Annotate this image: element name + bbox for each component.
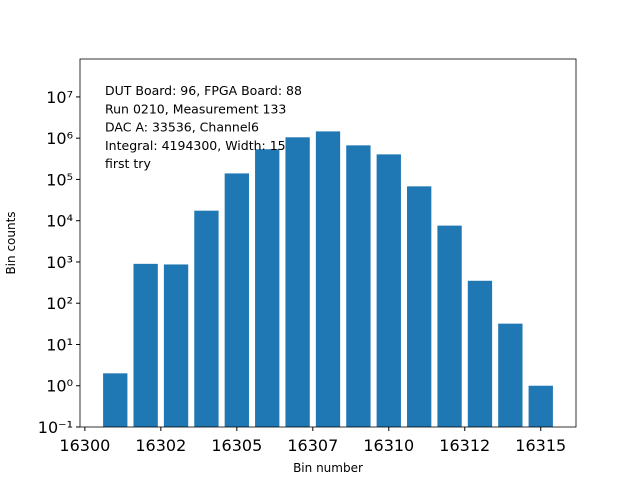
x-tick-label: 16310 (363, 436, 414, 455)
y-tick-label: 10⁻¹ (38, 418, 73, 437)
y-tick-label: 10² (46, 294, 73, 313)
annotation-line: DUT Board: 96, FPGA Board: 88 (105, 83, 302, 98)
bar (163, 264, 189, 427)
y-tick-label: 10⁴ (46, 212, 73, 231)
annotation-line: DAC A: 33536, Channel6 (105, 120, 259, 135)
bar (528, 385, 553, 427)
y-tick-label: 10³ (46, 253, 73, 272)
bar (346, 145, 371, 427)
bar (467, 280, 493, 427)
x-tick-label: 16300 (59, 436, 110, 455)
bar (285, 137, 310, 427)
bar (407, 186, 432, 427)
x-tick-label: 16307 (287, 436, 338, 455)
bar (103, 373, 128, 427)
bar (376, 154, 401, 428)
plot-frame (79, 58, 577, 428)
y-tick-label: 10⁷ (46, 88, 73, 107)
y-axis-label: Bin counts (4, 211, 18, 274)
bar (194, 210, 219, 427)
annotation-line: first try (105, 156, 151, 171)
bar (224, 173, 249, 427)
bar (133, 263, 158, 427)
x-tick-label: 16312 (439, 436, 490, 455)
bar (255, 149, 280, 428)
bar (498, 323, 523, 427)
bar (437, 225, 462, 427)
x-tick-label: 16302 (135, 436, 186, 455)
annotation-line: Integral: 4194300, Width: 15 (105, 138, 286, 153)
y-tick-label: 10¹ (46, 335, 73, 354)
y-tick-label: 10⁰ (46, 377, 73, 396)
x-tick-label: 16305 (211, 436, 262, 455)
x-axis-label: Bin number (293, 461, 363, 475)
annotation-line: Run 0210, Measurement 133 (105, 101, 286, 116)
y-tick-label: 10⁶ (46, 129, 73, 148)
x-tick-label: 16315 (515, 436, 566, 455)
y-tick-label: 10⁵ (46, 170, 73, 189)
bar (315, 131, 341, 428)
